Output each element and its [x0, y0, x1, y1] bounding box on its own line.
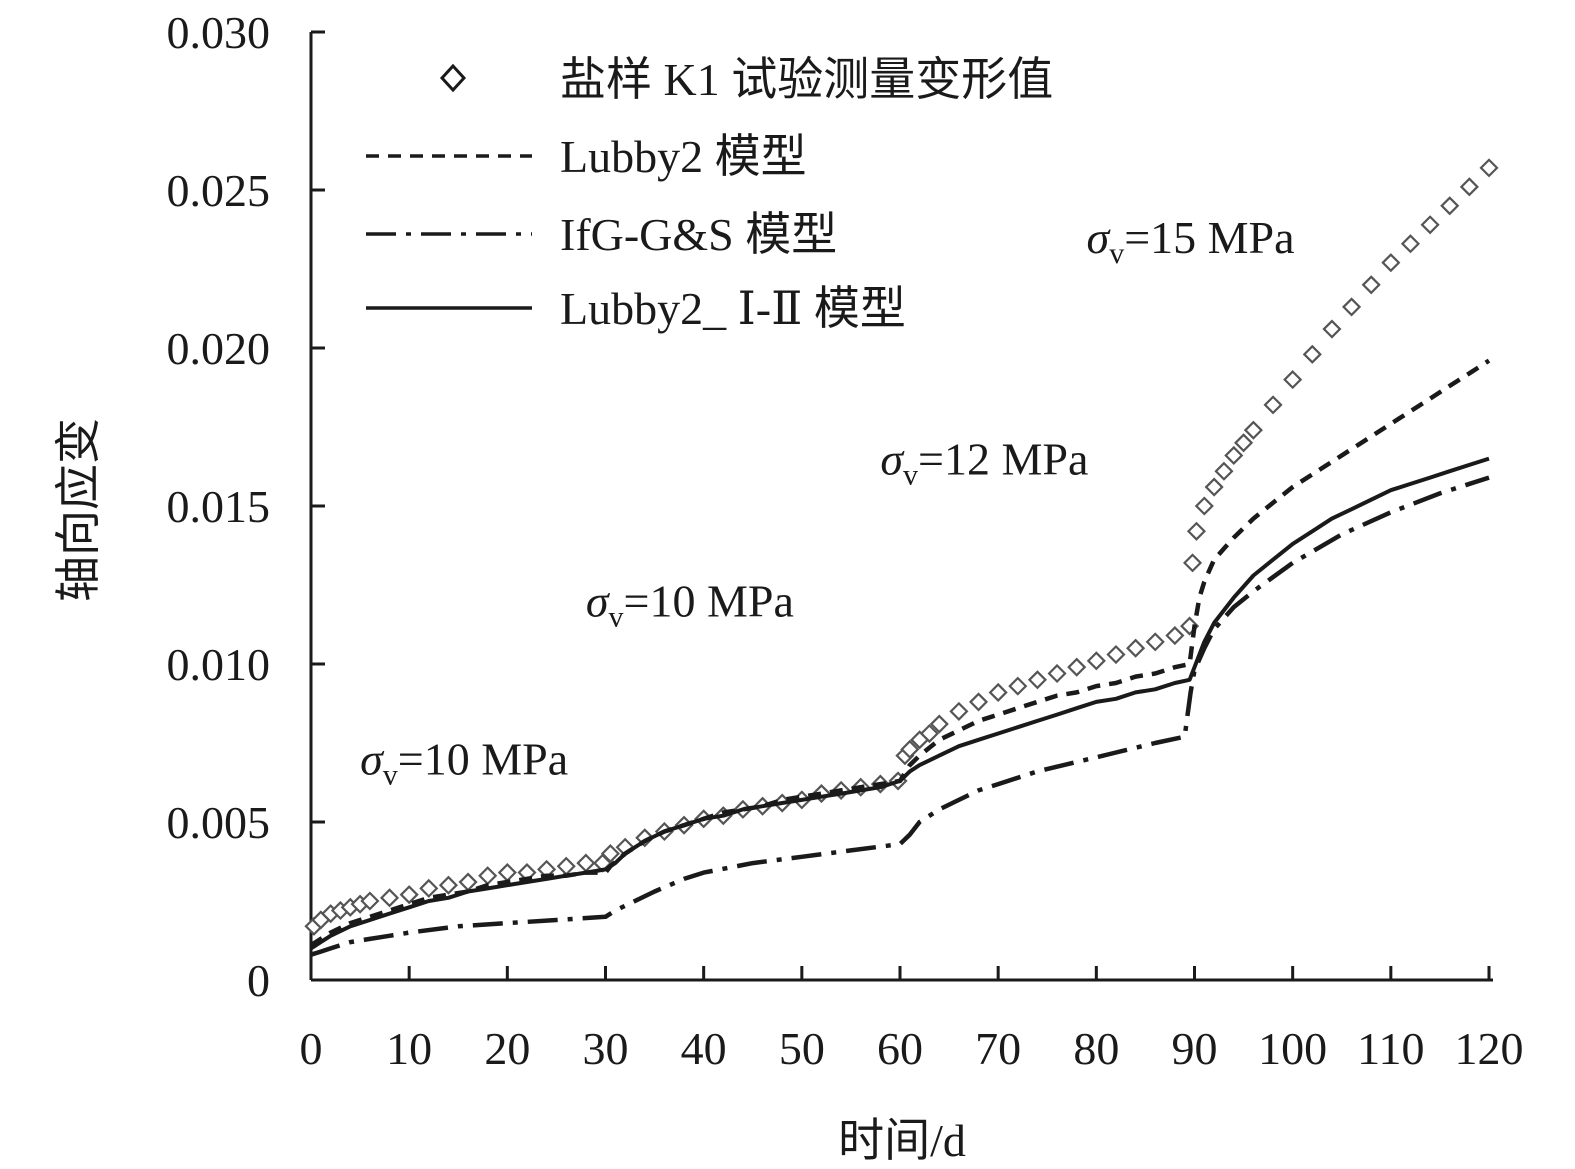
x-tick-label: 30 [583, 1023, 629, 1074]
data-point-diamond [1361, 275, 1381, 295]
annotations: σv=10 MPa σv=10 MPa σv=12 MPa σv=15 MPa [360, 212, 1294, 791]
stress-annotation: σv=10 MPa [360, 734, 568, 792]
x-tick-label: 50 [779, 1023, 825, 1074]
data-point-diamond [438, 875, 458, 895]
y-tick-label: 0.020 [167, 323, 271, 374]
x-tick-label: 80 [1073, 1023, 1119, 1074]
data-point-diamond [1234, 433, 1254, 453]
stress-annotation: σv=10 MPa [586, 576, 794, 634]
data-point-diamond [458, 872, 478, 892]
data-point-diamond [1194, 496, 1214, 516]
data-point-diamond [919, 723, 940, 744]
data-point-diamond [1302, 344, 1322, 364]
data-point-diamond [419, 878, 439, 898]
legend-label-experimental: 盐样 K1 试验测量变形值 [560, 54, 1053, 105]
axes [309, 32, 1493, 982]
data-point-diamond [949, 701, 969, 721]
data-point-diamond [1479, 158, 1499, 178]
data-point-diamond [360, 891, 380, 911]
legend-label-ifg: IfG-G&S 模型 [560, 209, 837, 260]
data-point-diamond [1342, 297, 1362, 317]
y-tick-label: 0.010 [167, 639, 271, 690]
legend-marker-diamond-icon [439, 63, 467, 93]
data-point-diamond [1459, 177, 1479, 197]
y-tick-label: 0.005 [167, 797, 271, 848]
data-point-diamond [600, 844, 620, 864]
data-point-diamond [1283, 370, 1303, 390]
data-point-diamond [1214, 461, 1234, 481]
data-point-diamond [1400, 234, 1421, 254]
data-point-diamond [1440, 196, 1460, 216]
series-line-solid [309, 456, 1490, 951]
data-point-diamond [399, 885, 419, 905]
data-point-diamond [1322, 319, 1342, 339]
legend-item-ifg: IfG-G&S 模型 [366, 209, 837, 260]
data-point-diamond [1263, 395, 1283, 415]
data-point-diamond [1420, 215, 1440, 235]
x-ticks: 0 10 20 30 40 50 60 70 80 90 100 110 120 [300, 966, 1524, 1074]
legend: 盐样 K1 试验测量变形值 Lubby2 模型 IfG-G&S 模型 Lubby… [366, 54, 1053, 334]
data-point-diamond [1243, 420, 1263, 440]
data-point-diamond [988, 682, 1008, 702]
data-point-diamond [478, 866, 498, 886]
data-point-diamond [379, 888, 400, 908]
y-tick-label: 0 [247, 955, 270, 1006]
data-point-diamond [1086, 651, 1106, 671]
data-point-diamond [968, 692, 989, 712]
legend-item-lubby2-1-2: Lubby2_ Ⅰ-Ⅱ 模型 [366, 283, 906, 334]
data-point-diamond [1224, 445, 1244, 465]
legend-item-lubby2: Lubby2 模型 [366, 131, 807, 182]
data-point-diamond [556, 856, 576, 876]
y-tick-label: 0.030 [167, 7, 271, 58]
x-tick-label: 60 [877, 1023, 923, 1074]
data-point-diamond [900, 739, 920, 759]
series-line-dashed [309, 358, 1491, 948]
data-point-diamond [1182, 553, 1203, 573]
data-point-diamond [1067, 657, 1087, 677]
x-tick-label: 120 [1455, 1023, 1524, 1074]
data-point-diamond [1381, 253, 1401, 273]
y-tick-label: 0.025 [167, 165, 271, 216]
series-layer [304, 158, 1499, 957]
legend-label-lubby2-1-2: Lubby2_ Ⅰ-Ⅱ 模型 [560, 283, 906, 334]
y-ticks: 0 0.005 0.010 0.015 0.020 0.025 0.030 [167, 7, 325, 1006]
y-axis-title: 轴向应变 [53, 418, 104, 602]
data-point-diamond [1186, 521, 1207, 541]
x-tick-label: 110 [1357, 1023, 1424, 1074]
x-tick-label: 0 [300, 1023, 323, 1074]
data-point-diamond [929, 714, 949, 734]
x-tick-label: 40 [681, 1023, 727, 1074]
data-point-diamond [1126, 638, 1146, 658]
data-point-diamond [1106, 644, 1126, 665]
y-tick-label: 0.015 [167, 481, 271, 532]
data-point-diamond [1027, 670, 1047, 690]
x-tick-label: 100 [1258, 1023, 1327, 1074]
data-point-diamond [1204, 477, 1224, 497]
x-axis-title: 时间/d [838, 1115, 966, 1166]
series-line-dash-dot [310, 475, 1490, 957]
x-tick-label: 70 [975, 1023, 1021, 1074]
data-point-diamond [1145, 632, 1165, 652]
data-point-diamond [1047, 663, 1067, 684]
x-tick-label: 10 [386, 1023, 432, 1074]
data-point-diamond [1008, 676, 1028, 696]
data-point-diamond [1165, 626, 1185, 646]
legend-label-lubby2: Lubby2 模型 [560, 131, 807, 182]
series-experimental-markers [304, 158, 1499, 936]
legend-item-experimental: 盐样 K1 试验测量变形值 [439, 54, 1053, 105]
x-tick-label: 20 [484, 1023, 530, 1074]
stress-annotation: σv=15 MPa [1087, 212, 1295, 270]
data-point-diamond [576, 853, 596, 873]
x-tick-label: 90 [1172, 1023, 1218, 1074]
data-point-diamond [497, 863, 517, 883]
stress-annotation: σv=12 MPa [880, 433, 1088, 491]
